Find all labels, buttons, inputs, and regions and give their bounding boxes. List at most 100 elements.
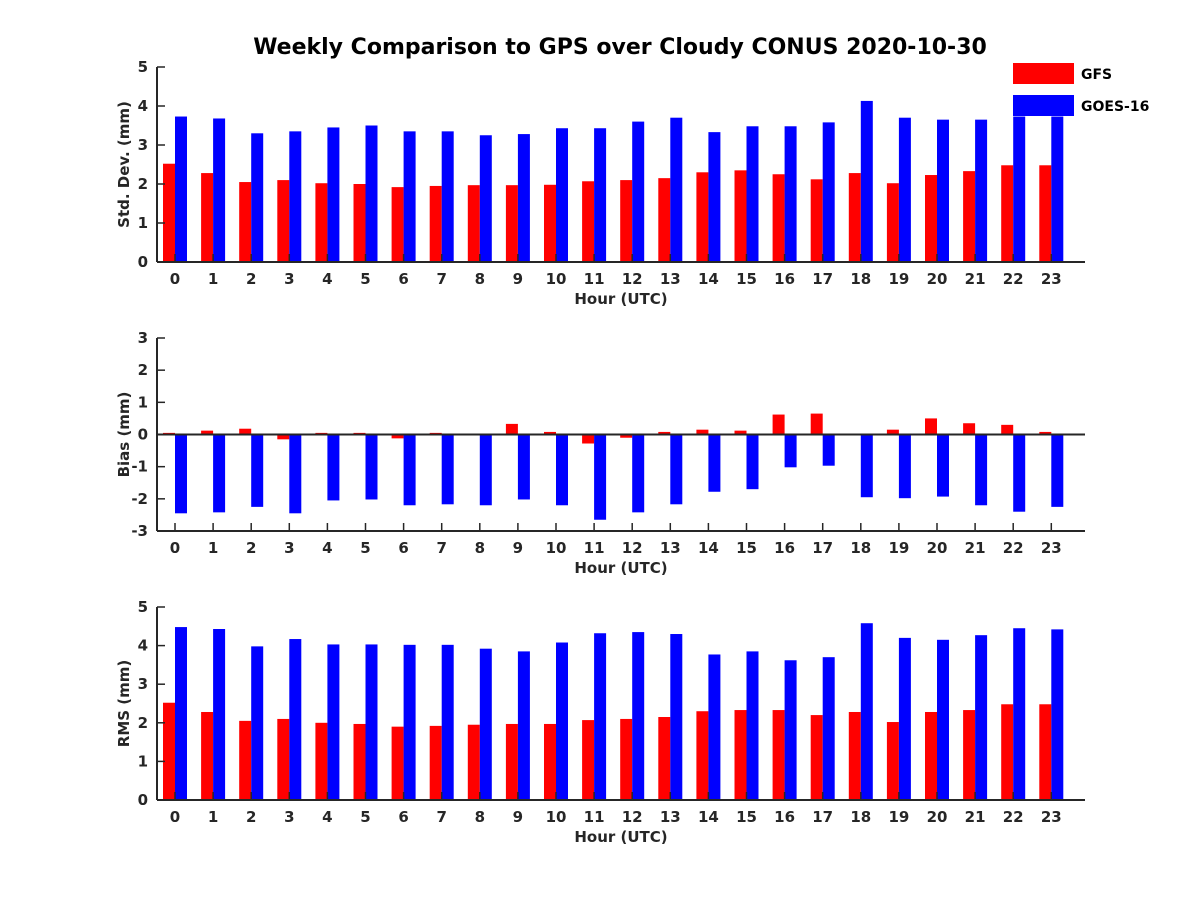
x-tick-label: 17 [812,539,833,557]
bar-gfs-4 [315,183,328,262]
y-tick-label: 2 [138,361,148,379]
y-tick-label: 0 [138,253,148,271]
bar-gfs-5 [353,184,366,262]
x-tick-label: 16 [774,808,795,826]
bar-goes-16-9 [517,134,530,262]
x-tick-label: 1 [208,270,218,288]
x-tick-label: 14 [698,270,719,288]
bar-gfs-16 [772,710,785,800]
bar-gfs-4 [315,722,328,800]
bar-goes-16-8 [479,648,492,800]
legend-swatch-goes-16 [1013,95,1074,116]
bar-gfs-1 [201,430,214,435]
bar-gfs-17 [810,715,823,800]
bar-gfs-21 [963,423,976,435]
bar-gfs-15 [734,430,747,435]
x-tick-label: 17 [812,270,833,288]
x-tick-label: 11 [584,270,605,288]
bar-goes-16-20 [937,639,949,800]
bar-gfs-15 [734,710,747,800]
bar-gfs-18 [848,711,861,800]
x-tick-label: 2 [246,539,256,557]
chart-title: Weekly Comparison to GPS over Cloudy CON… [253,35,987,60]
x-axis-label: Hour (UTC) [574,828,667,846]
bar-goes-16-8 [479,135,492,262]
bar-goes-16-17 [822,122,835,262]
bar-gfs-6 [391,187,404,262]
y-axis-label: RMS (mm) [115,660,133,747]
bar-gfs-11 [582,434,595,444]
x-tick-label: 13 [660,270,681,288]
bar-gfs-3 [277,718,290,800]
y-tick-label: 3 [138,136,148,154]
bar-gfs-19 [886,183,899,262]
bar-gfs-7 [429,185,442,262]
x-tick-label: 3 [284,808,294,826]
x-tick-label: 4 [322,270,332,288]
y-tick-label: -1 [131,458,148,476]
x-tick-label: 7 [436,539,446,557]
x-tick-label: 14 [698,808,719,826]
bar-gfs-21 [963,710,976,800]
bar-gfs-12 [620,434,633,438]
bar-goes-16-3 [289,131,302,262]
bar-gfs-2 [239,182,252,262]
y-tick-label: 1 [138,752,148,770]
x-tick-label: 12 [622,539,643,557]
bar-goes-16-7 [441,644,454,800]
bar-goes-16-13 [670,117,683,262]
x-tick-label: 15 [736,539,757,557]
x-tick-label: 6 [398,539,408,557]
bar-gfs-6 [391,434,404,439]
bar-gfs-16 [772,414,785,435]
bar-goes-16-16 [784,126,797,262]
bar-gfs-22 [1001,424,1014,435]
x-tick-label: 22 [1003,539,1024,557]
y-tick-label: 5 [138,58,148,76]
bar-gfs-14 [696,711,709,800]
legend-label-goes-16: GOES-16 [1081,99,1149,115]
x-tick-label: 22 [1003,808,1024,826]
x-tick-label: 19 [888,539,909,557]
bar-goes-16-1 [213,629,226,800]
bar-goes-16-7 [441,434,454,505]
bar-goes-16-22 [1013,116,1026,262]
y-tick-label: 4 [138,97,148,115]
y-axis-label: Std. Dev. (mm) [115,101,133,228]
bar-goes-16-7 [441,131,454,262]
bar-goes-16-4 [327,644,340,800]
x-tick-label: 0 [170,270,180,288]
bar-goes-16-19 [898,117,911,262]
bar-gfs-16 [772,174,785,262]
bar-gfs-1 [201,711,214,800]
bar-gfs-9 [505,185,518,262]
x-tick-label: 21 [965,270,986,288]
bar-gfs-14 [696,429,709,435]
x-tick-label: 2 [246,808,256,826]
x-tick-label: 10 [546,539,567,557]
x-tick-label: 21 [965,539,986,557]
x-tick-label: 6 [398,270,408,288]
x-tick-label: 12 [622,270,643,288]
x-tick-label: 5 [360,539,370,557]
bar-goes-16-10 [556,434,568,506]
bar-gfs-6 [391,726,404,800]
bar-gfs-22 [1001,165,1014,262]
bar-goes-16-1 [213,434,226,513]
bar-gfs-20 [925,711,937,800]
x-tick-label: 15 [736,270,757,288]
bar-goes-16-20 [937,434,949,497]
x-tick-label: 12 [622,808,643,826]
bar-goes-16-5 [365,644,378,800]
x-axis-label: Hour (UTC) [574,559,667,577]
bar-goes-16-0 [175,434,187,514]
bar-goes-16-4 [327,127,340,262]
bar-goes-16-15 [746,434,759,490]
x-tick-label: 8 [475,808,485,826]
x-tick-label: 9 [513,270,523,288]
x-tick-label: 8 [475,270,485,288]
bar-goes-16-14 [708,654,721,800]
x-tick-label: 18 [850,270,871,288]
